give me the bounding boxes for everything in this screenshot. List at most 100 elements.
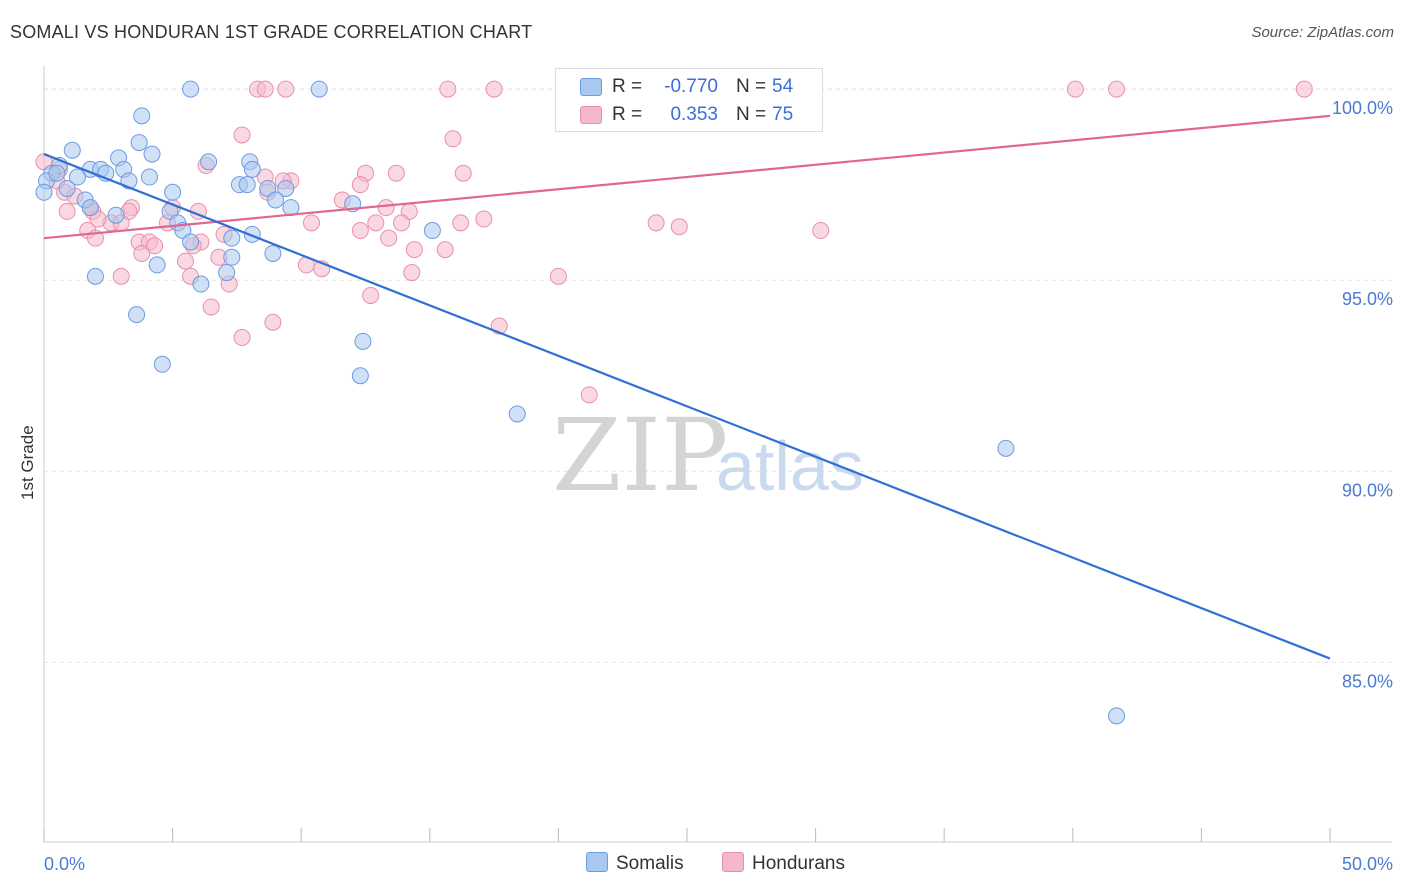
legend-swatch-somalis xyxy=(586,852,608,872)
point-somalis xyxy=(143,145,161,163)
point-somalis xyxy=(351,367,369,385)
point-somalis xyxy=(140,168,158,186)
trend-lines xyxy=(43,114,1331,660)
point-somalis xyxy=(200,153,218,171)
point-somalis xyxy=(58,179,76,197)
legend-r-value: -0.770 xyxy=(664,76,718,97)
watermark: ZIP atlas xyxy=(552,397,864,514)
point-hondurans xyxy=(444,130,462,148)
point-hondurans xyxy=(256,80,274,98)
point-somalis xyxy=(35,183,53,201)
point-somalis xyxy=(238,176,256,194)
point-somalis xyxy=(86,267,104,285)
point-somalis xyxy=(153,355,171,373)
legend-item-somalis[interactable]: Somalis xyxy=(586,852,684,875)
point-somalis xyxy=(182,233,200,251)
legend-item-hondurans[interactable]: Hondurans xyxy=(722,852,845,875)
y-tick-label: 100.0% xyxy=(1332,98,1393,118)
chart-title: SOMALI VS HONDURAN 1ST GRADE CORRELATION… xyxy=(10,22,533,42)
y-tick-label: 90.0% xyxy=(1342,480,1393,500)
point-somalis xyxy=(354,332,372,350)
point-hondurans xyxy=(233,329,251,347)
y-tick-label: 95.0% xyxy=(1342,289,1393,309)
legend-swatch-hondurans xyxy=(722,852,744,872)
watermark-zip: ZIP xyxy=(552,397,728,514)
point-somalis xyxy=(68,168,86,186)
point-hondurans xyxy=(454,164,472,182)
legend-r-label: R = xyxy=(612,76,643,97)
point-hondurans xyxy=(146,237,164,255)
point-hondurans xyxy=(1108,80,1126,98)
source-label: Source: ZipAtlas.com xyxy=(1251,24,1394,41)
x-tick-label: 50.0% xyxy=(1342,854,1393,874)
point-hondurans xyxy=(264,313,282,331)
trend-line-somalis xyxy=(43,153,1331,660)
point-somalis xyxy=(223,229,241,247)
point-somalis xyxy=(128,306,146,324)
point-hondurans xyxy=(580,386,598,404)
point-somalis xyxy=(164,183,182,201)
point-hondurans xyxy=(351,176,369,194)
point-hondurans xyxy=(1295,80,1313,98)
legend-row-hondurans: R = 0.353 N = 75 xyxy=(556,100,822,128)
legend-r-value: 0.353 xyxy=(670,104,718,125)
legend-swatch-somalis xyxy=(580,78,602,96)
point-somalis xyxy=(148,256,166,274)
point-hondurans xyxy=(405,241,423,259)
point-hondurans xyxy=(202,298,220,316)
tick-labels: 85.0% 90.0% 95.0% 100.0% 0.0% 50.0% xyxy=(44,98,1393,874)
point-somalis xyxy=(81,199,99,217)
point-hondurans xyxy=(549,267,567,285)
legend-label-somalis: Somalis xyxy=(616,853,684,874)
point-somalis xyxy=(223,248,241,266)
point-somalis xyxy=(130,134,148,152)
point-hondurans xyxy=(403,264,421,282)
point-hondurans xyxy=(670,218,688,236)
point-hondurans xyxy=(277,80,295,98)
stats-legend: R = -0.770 N = 54 R = 0.353 N = 75 xyxy=(555,68,823,132)
point-hondurans xyxy=(367,214,385,232)
point-hondurans xyxy=(1066,80,1084,98)
point-somalis xyxy=(1108,707,1126,725)
point-hondurans xyxy=(377,199,395,217)
point-somalis xyxy=(218,264,236,282)
x-tick-label: 0.0% xyxy=(44,854,85,874)
point-somalis xyxy=(107,206,125,224)
trend-line-hondurans xyxy=(43,114,1331,240)
point-somalis xyxy=(133,107,151,125)
point-somalis xyxy=(63,141,81,159)
point-hondurans xyxy=(362,286,380,304)
point-hondurans xyxy=(233,126,251,144)
legend-label-hondurans: Hondurans xyxy=(752,853,845,874)
point-somalis xyxy=(423,222,441,240)
point-hondurans xyxy=(393,214,411,232)
point-hondurans xyxy=(387,164,405,182)
point-somalis xyxy=(277,179,295,197)
point-hondurans xyxy=(812,222,830,240)
point-somalis xyxy=(508,405,526,423)
point-somalis xyxy=(192,275,210,293)
point-hondurans xyxy=(452,214,470,232)
point-somalis xyxy=(266,191,284,209)
legend-r-label: R = xyxy=(612,104,643,125)
point-somalis xyxy=(310,80,328,98)
point-hondurans xyxy=(436,241,454,259)
point-hondurans xyxy=(112,267,130,285)
point-somalis xyxy=(48,164,66,182)
point-hondurans xyxy=(475,210,493,228)
legend-swatch-hondurans xyxy=(580,106,602,124)
point-hondurans xyxy=(302,214,320,232)
legend-n-value: 54 xyxy=(772,76,794,97)
legend-n-label: N = xyxy=(736,104,767,125)
point-somalis xyxy=(264,244,282,262)
point-hondurans xyxy=(133,244,151,262)
legend-n-value: 75 xyxy=(772,104,794,125)
y-tick-label: 85.0% xyxy=(1342,671,1393,691)
point-somalis xyxy=(243,160,261,178)
point-hondurans xyxy=(380,229,398,247)
point-hondurans xyxy=(176,252,194,270)
point-hondurans xyxy=(58,202,76,220)
point-somalis xyxy=(997,439,1015,457)
point-hondurans xyxy=(647,214,665,232)
